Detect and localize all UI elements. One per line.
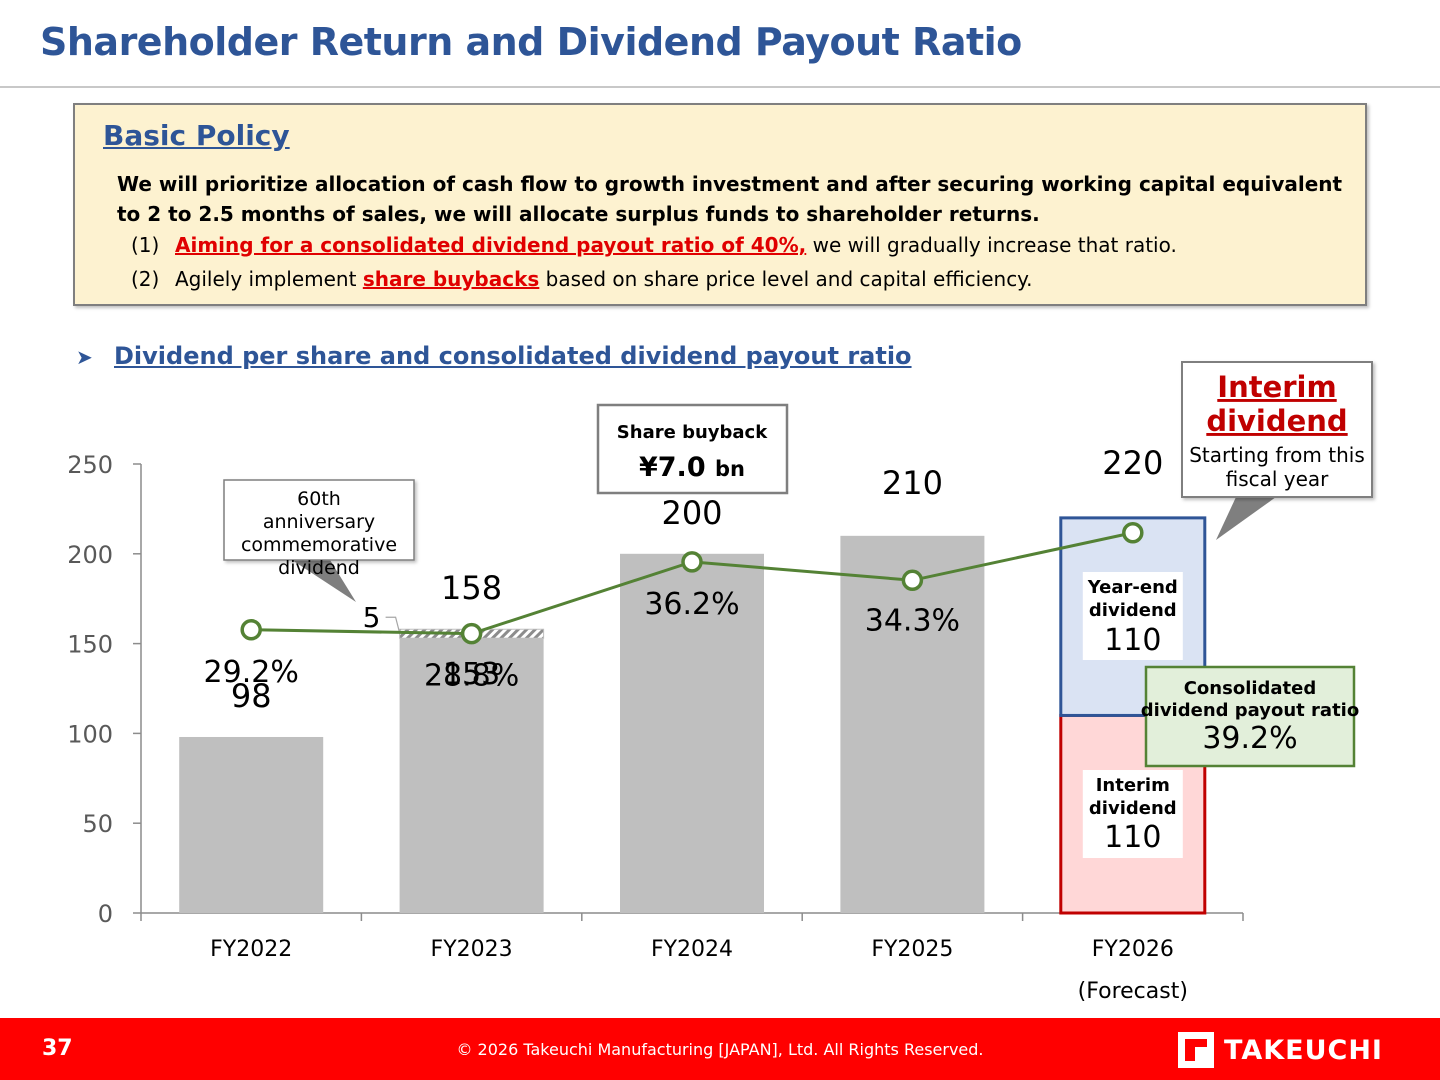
section-heading-text: Dividend per share and consolidated divi… bbox=[114, 342, 912, 370]
bar-total-label: 210 bbox=[882, 464, 943, 502]
y-tick-label: 150 bbox=[67, 631, 113, 659]
copyright-text: © 2026 Takeuchi Manufacturing [JAPAN], L… bbox=[456, 1040, 984, 1059]
share-buyback-box bbox=[596, 403, 789, 495]
policy-item-1: (1) Aiming for a consolidated dividend pa… bbox=[131, 233, 1177, 257]
chart-callouts: 60thanniversarycommemorativedividendShar… bbox=[223, 361, 1373, 858]
share-buyback-value: ¥7.0 bn bbox=[639, 452, 745, 483]
interim-label-box bbox=[1082, 770, 1183, 858]
anniversary-callout-box bbox=[223, 479, 415, 561]
y-tick-label: 0 bbox=[98, 900, 113, 928]
brand-name: TAKEUCHI bbox=[1224, 1034, 1383, 1066]
chart-labels: 981582002102201535Year-enddividend110Int… bbox=[204, 444, 1178, 855]
payout-ratio-box bbox=[1144, 665, 1356, 768]
takeuchi-logo-icon bbox=[1178, 1032, 1214, 1068]
interim-callout-sub-line-2: fiscal year bbox=[1226, 467, 1330, 491]
payout-ratio-point-FY2025 bbox=[901, 569, 924, 592]
policy-item-1-text: we will gradually increase that ratio. bbox=[806, 233, 1177, 257]
y-tick-label: 200 bbox=[67, 541, 113, 569]
payout-ratio-point-FY2026 bbox=[1122, 522, 1144, 544]
page-title: Shareholder Return and Dividend Payout R… bbox=[40, 20, 1022, 64]
payout-ratio-box-title-line-1: Consolidated bbox=[1184, 678, 1317, 699]
policy-heading: Basic Policy bbox=[103, 119, 290, 152]
interim-callout-sub-line-1: Starting from this bbox=[1189, 443, 1365, 467]
anniversary-callout-pointer bbox=[292, 560, 356, 602]
anniversary-callout-text-line-1: 60th bbox=[297, 488, 341, 510]
interim-callout-pointer bbox=[1216, 497, 1276, 540]
bar-total-label: 98 bbox=[231, 677, 272, 715]
interim-callout-title-line-1: Interim bbox=[1217, 370, 1336, 404]
x-tick-label: FY2026 bbox=[1092, 937, 1174, 962]
payout-ratio-box-title-line-2: dividend payout ratio bbox=[1141, 700, 1359, 721]
interim-value: 110 bbox=[1104, 820, 1161, 855]
policy-statement: We will prioritize allocation of cash fl… bbox=[117, 172, 1343, 226]
payout-ratio-label-FY2024: 36.2% bbox=[644, 587, 739, 622]
arrow-bullet-icon: ➤ bbox=[76, 345, 93, 369]
policy-item-2-text-pre: Agilely implement bbox=[175, 267, 363, 291]
anniversary-callout-text-line-3: commemorative bbox=[241, 534, 397, 556]
y-tick-label: 50 bbox=[82, 810, 113, 838]
basic-policy-box: Basic Policy We will prioritize allocati… bbox=[73, 103, 1367, 306]
footer-bar: 37 © 2026 Takeuchi Manufacturing [JAPAN]… bbox=[0, 1018, 1440, 1080]
payout-ratio-point-FY2023 bbox=[460, 622, 483, 645]
brand-logo: TAKEUCHI bbox=[1178, 1032, 1383, 1068]
policy-item-1-highlight: Aiming for a consolidated dividend payou… bbox=[175, 233, 807, 257]
payout-ratio-point-FY2022 bbox=[240, 619, 262, 641]
chart-axes: 0 50 100 150 200 250 FY2022 FY2023 FY2024 FY2025 F… bbox=[67, 451, 1244, 1004]
interim-label-line-1: Interim bbox=[1096, 775, 1170, 796]
page-number: 37 bbox=[42, 1036, 73, 1061]
dividend-bar-FY2022 bbox=[179, 736, 324, 913]
policy-item-1-number: (1) bbox=[131, 233, 160, 257]
payout-ratio-line bbox=[240, 522, 1144, 645]
dividend-bar-FY2023 bbox=[399, 638, 544, 913]
dividend-bar-FY2024 bbox=[620, 553, 764, 913]
anniversary-callout-text-line-4: dividend bbox=[278, 557, 360, 579]
commemorative-leader-line bbox=[385, 616, 401, 633]
section-heading: ➤ Dividend per share and consolidated div… bbox=[76, 342, 912, 370]
x-tick-label: FY2025 bbox=[871, 937, 953, 962]
interim-label-line-2: dividend bbox=[1089, 798, 1177, 819]
dividend-bar-FY2025 bbox=[840, 535, 985, 913]
x-tick-label: FY2023 bbox=[431, 937, 513, 962]
policy-item-2: (2) Agilely implement share buybacks base… bbox=[131, 267, 1033, 291]
policy-item-2-text: based on share price level and capital e… bbox=[539, 267, 1033, 291]
policy-item-2-highlight: share buybacks bbox=[362, 267, 540, 291]
payout-ratio-label-FY2022: 29.2% bbox=[204, 655, 299, 690]
year-end-value: 110 bbox=[1104, 623, 1161, 658]
fy2023-commemorative-label: 5 bbox=[363, 601, 381, 634]
policy-item-2-number: (2) bbox=[131, 267, 160, 291]
y-tick-label: 250 bbox=[67, 451, 113, 479]
interim-callout-title-line-2: dividend bbox=[1206, 404, 1347, 438]
y-tick-label: 100 bbox=[67, 720, 113, 748]
interim-callout-box bbox=[1181, 361, 1373, 498]
x-tick-sublabel: (Forecast) bbox=[1078, 979, 1188, 1004]
x-tick-label: FY2024 bbox=[651, 937, 733, 962]
year-end-label-box bbox=[1082, 572, 1183, 660]
title-divider bbox=[0, 86, 1440, 88]
payout-ratio-box-value: 39.2% bbox=[1202, 721, 1297, 756]
bar-total-label: 158 bbox=[441, 569, 502, 607]
payout-ratio-point-FY2024 bbox=[681, 551, 703, 573]
dividend-chart: 0 50 100 150 200 250 FY2022 FY2023 FY2024 FY2025 F… bbox=[67, 361, 1373, 1004]
fy2023-base-label: 153 bbox=[443, 657, 500, 692]
payout-ratio-label-FY2025: 34.3% bbox=[865, 603, 960, 638]
year-end-label-line-1: Year-end bbox=[1087, 577, 1178, 598]
bar-total-label: 200 bbox=[661, 494, 722, 532]
x-tick-label: FY2022 bbox=[210, 937, 292, 962]
year-end-label-line-2: dividend bbox=[1089, 600, 1177, 621]
payout-ratio-label-FY2023: 28.8% bbox=[424, 659, 519, 694]
bar-total-label: 220 bbox=[1102, 444, 1163, 482]
share-buyback-title: Share buyback bbox=[617, 422, 768, 443]
anniversary-callout-text-line-2: anniversary bbox=[263, 511, 375, 533]
